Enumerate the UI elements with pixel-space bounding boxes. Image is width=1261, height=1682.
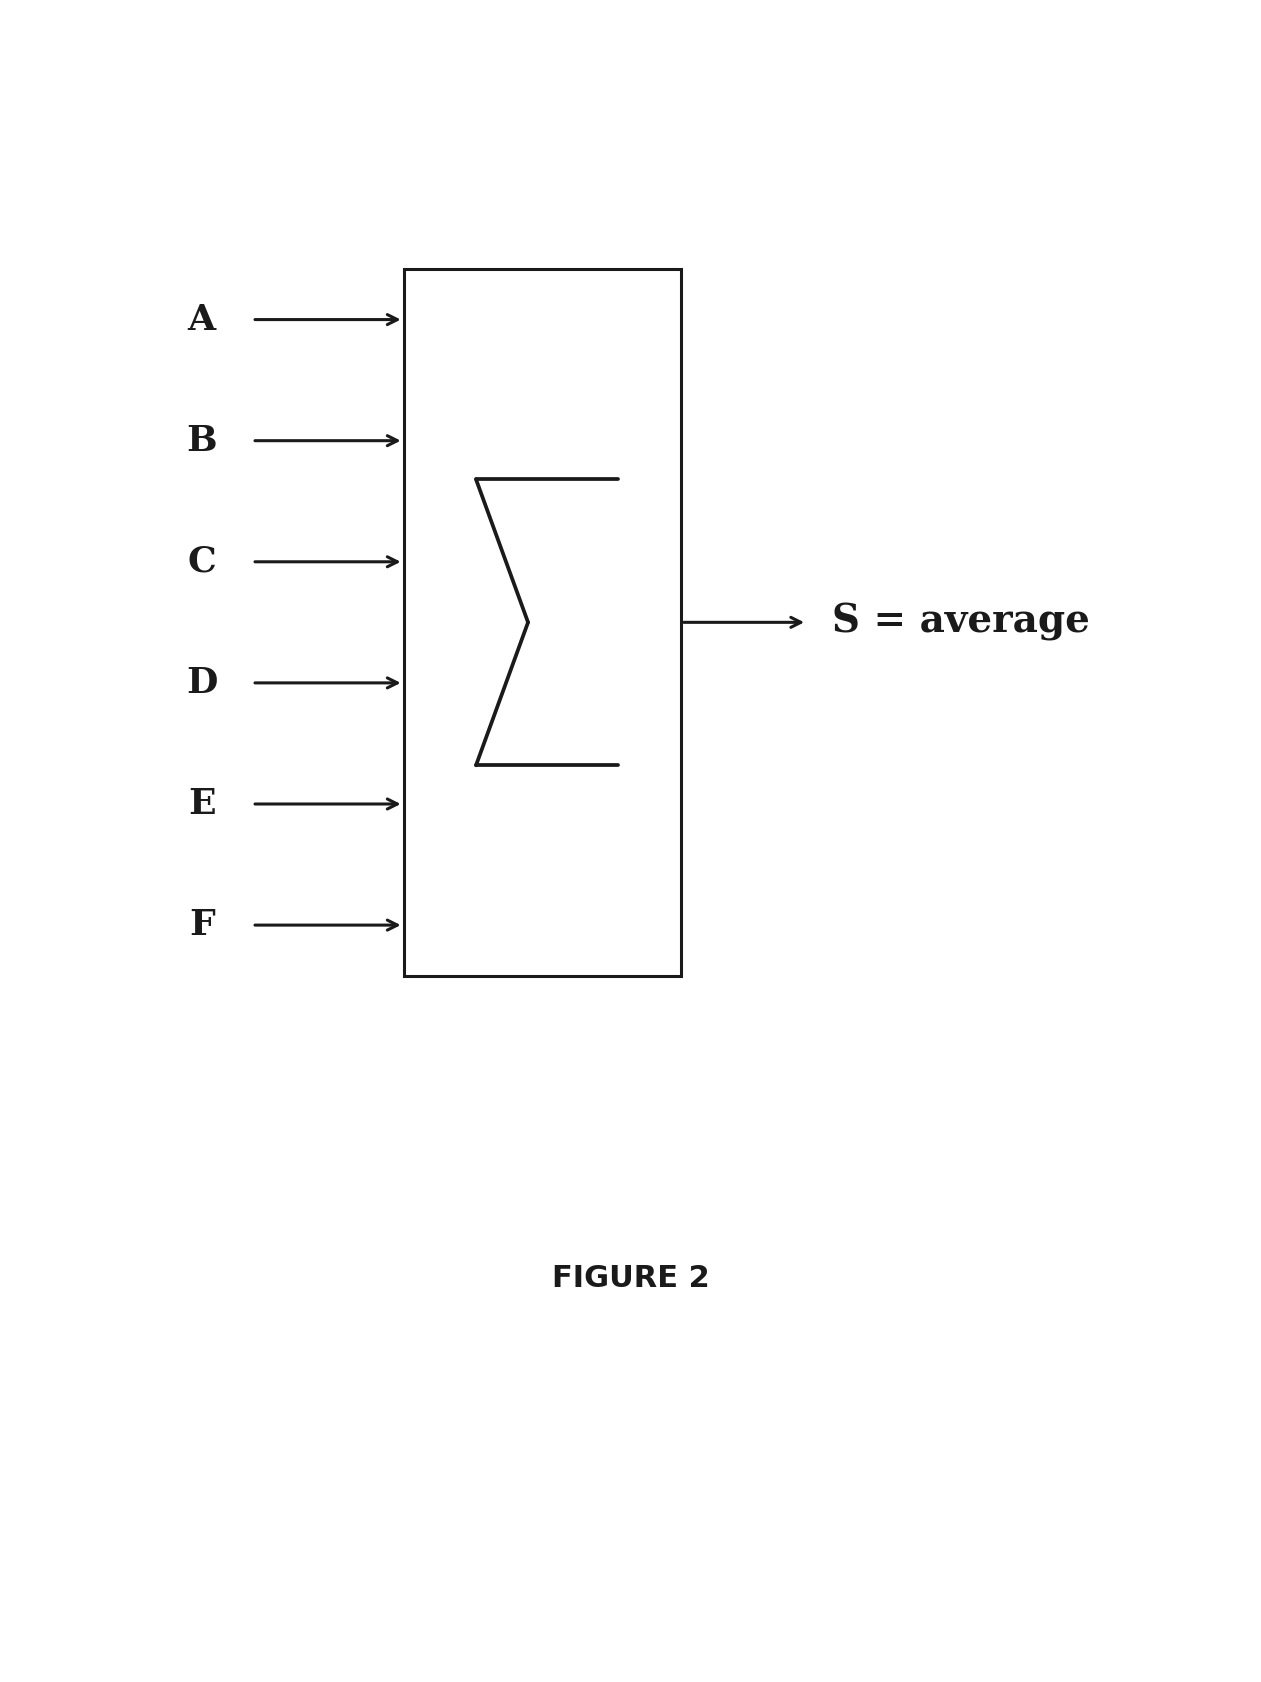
Text: F: F: [189, 908, 214, 942]
Bar: [404, 269, 681, 976]
Text: E: E: [188, 787, 216, 821]
Text: A: A: [188, 303, 216, 336]
Text: B: B: [187, 424, 217, 458]
Text: D: D: [187, 666, 217, 700]
Text: S = average: S = average: [832, 604, 1091, 641]
Text: C: C: [188, 545, 216, 579]
Text: FIGURE 2: FIGURE 2: [551, 1263, 710, 1293]
